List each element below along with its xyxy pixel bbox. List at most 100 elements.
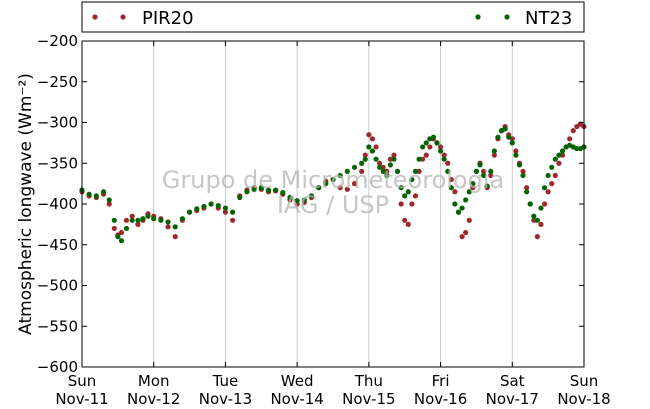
data-point xyxy=(265,187,272,193)
data-point xyxy=(351,164,358,170)
data-point xyxy=(430,134,436,140)
data-point xyxy=(377,164,383,170)
data-point xyxy=(495,134,501,140)
data-point xyxy=(545,172,551,179)
data-point xyxy=(516,162,523,168)
data-point xyxy=(527,201,533,207)
data-point xyxy=(552,156,558,162)
x-tick-label-day: Sat xyxy=(500,372,525,390)
y-tick-label: −550 xyxy=(37,317,78,335)
data-point xyxy=(237,194,243,201)
data-point xyxy=(445,168,451,174)
data-point xyxy=(222,205,229,211)
data-point xyxy=(140,216,146,222)
data-point xyxy=(509,140,515,146)
data-point xyxy=(398,185,404,191)
data-point xyxy=(445,160,451,166)
data-point xyxy=(520,172,526,179)
data-point xyxy=(377,160,383,166)
watermark: Grupo de Micrometeorologia IAG / USP xyxy=(162,166,504,219)
data-point xyxy=(466,189,472,195)
data-point xyxy=(330,176,336,183)
data-point xyxy=(118,238,125,244)
data-point xyxy=(391,152,397,158)
y-tick-label: −200 xyxy=(37,32,78,50)
data-point xyxy=(491,148,497,154)
data-point xyxy=(351,181,358,187)
data-point xyxy=(470,181,476,187)
data-point xyxy=(244,189,250,195)
data-point xyxy=(316,185,322,191)
x-tick-label-date: Nov-15 xyxy=(342,390,395,408)
data-point xyxy=(369,148,376,154)
legend-label-nt23: NT23 xyxy=(525,8,572,29)
data-point xyxy=(506,134,512,140)
data-point xyxy=(111,225,117,232)
data-point xyxy=(118,229,125,236)
data-point xyxy=(359,160,365,166)
data-point xyxy=(165,219,171,225)
data-point xyxy=(135,221,141,227)
data-point xyxy=(481,168,487,174)
data-point xyxy=(412,193,419,199)
y-tick-labels: −200 −250 −300 −350 −400 −450 −500 −550 −600 xyxy=(37,32,78,376)
data-point xyxy=(369,136,376,142)
x-tick-label-date: Nov-17 xyxy=(486,390,539,408)
data-point xyxy=(208,201,214,207)
data-point xyxy=(552,172,558,179)
legend: PIR20 NT23 xyxy=(81,1,585,33)
x-tick-label-date: Nov-11 xyxy=(55,390,108,408)
data-point xyxy=(366,132,372,138)
data-point xyxy=(172,234,178,240)
x-tick-label-date: Nov-12 xyxy=(127,390,180,408)
data-point xyxy=(484,183,490,189)
watermark-line-2: IAG / USP xyxy=(277,191,389,219)
data-point xyxy=(459,205,465,211)
data-point xyxy=(135,217,141,223)
data-point xyxy=(129,217,135,223)
plot-area xyxy=(82,41,584,367)
data-point xyxy=(420,156,426,162)
data-point xyxy=(258,185,264,191)
data-point xyxy=(488,168,494,174)
data-point xyxy=(251,186,257,192)
data-point xyxy=(172,224,178,230)
data-point xyxy=(405,189,411,195)
data-point xyxy=(531,213,537,219)
data-point xyxy=(394,168,401,174)
data-point xyxy=(502,126,508,132)
data-point xyxy=(165,224,171,230)
x-tick-label-day: Wed xyxy=(281,372,314,390)
data-point xyxy=(559,148,566,154)
data-point xyxy=(416,156,422,162)
data-point xyxy=(387,162,393,168)
data-point xyxy=(344,186,350,192)
data-point xyxy=(179,216,185,222)
data-point xyxy=(287,194,293,201)
data-point xyxy=(466,217,472,223)
data-point xyxy=(513,148,519,154)
data-point xyxy=(488,172,494,179)
data-point xyxy=(93,193,99,199)
data-point xyxy=(556,160,562,166)
x-tick-label-day: Sun xyxy=(570,372,599,390)
data-point xyxy=(463,197,469,203)
data-point xyxy=(215,203,221,209)
data-point xyxy=(481,172,487,179)
data-point xyxy=(570,128,576,134)
data-point xyxy=(409,176,415,183)
data-point xyxy=(380,168,386,174)
x-tick-label-day: Mon xyxy=(138,372,170,390)
data-point xyxy=(106,197,112,203)
data-point xyxy=(111,217,117,223)
data-point xyxy=(441,156,447,162)
series-points xyxy=(79,121,587,244)
data-point xyxy=(416,168,422,174)
data-point xyxy=(362,152,368,158)
data-point xyxy=(115,234,121,240)
legend-marker-pir20 xyxy=(92,14,98,20)
x-tick-label-day: Tue xyxy=(212,372,239,390)
data-point xyxy=(308,193,315,199)
data-point xyxy=(545,189,551,195)
data-point xyxy=(402,217,408,223)
